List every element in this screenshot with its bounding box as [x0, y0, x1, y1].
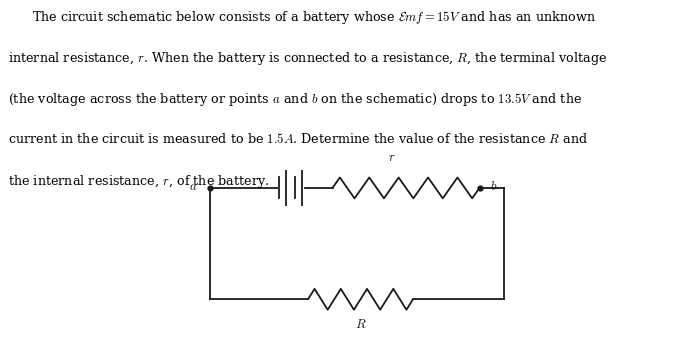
Text: the internal resistance, $r$, of the battery.: the internal resistance, $r$, of the bat…: [8, 173, 270, 190]
Text: $b$: $b$: [490, 180, 498, 193]
Text: (the voltage across the battery or points $a$ and $b$ on the schematic) drops to: (the voltage across the battery or point…: [8, 91, 582, 108]
Text: $R$: $R$: [355, 318, 366, 331]
Text: $r$: $r$: [389, 151, 396, 164]
Text: internal resistance, $r$. When the battery is connected to a resistance, $R$, th: internal resistance, $r$. When the batte…: [8, 50, 608, 67]
Text: $a$: $a$: [189, 180, 197, 193]
Text: current in the circuit is measured to be $1.5A$. Determine the value of the resi: current in the circuit is measured to be…: [8, 132, 589, 146]
Text: The circuit schematic below consists of a battery whose $\mathcal{E}mf = 15V$ an: The circuit schematic below consists of …: [32, 9, 596, 26]
